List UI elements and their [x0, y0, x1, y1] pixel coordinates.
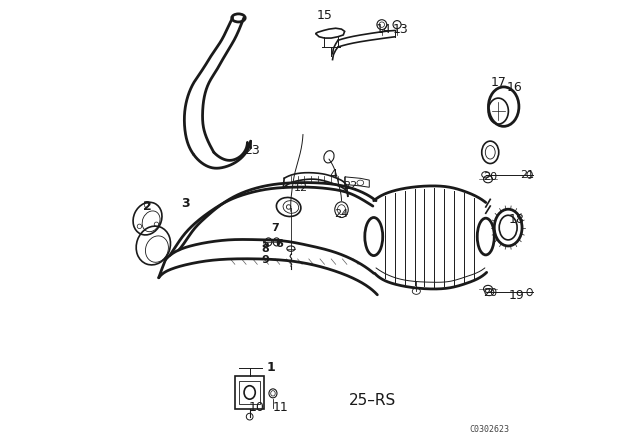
- Text: 9: 9: [261, 255, 269, 265]
- Text: 20: 20: [483, 289, 497, 298]
- Text: 12: 12: [294, 183, 308, 193]
- Text: 20: 20: [483, 172, 497, 182]
- Text: 6: 6: [276, 239, 284, 249]
- Text: 18: 18: [508, 213, 524, 226]
- Text: 2: 2: [143, 199, 152, 213]
- Text: 7: 7: [271, 224, 279, 233]
- Text: 11: 11: [273, 401, 289, 414]
- Text: 10: 10: [248, 401, 264, 414]
- Text: C0302623: C0302623: [469, 425, 509, 434]
- Text: 16: 16: [507, 81, 523, 94]
- Text: 5: 5: [262, 239, 269, 249]
- Ellipse shape: [287, 205, 291, 209]
- Text: 14: 14: [376, 22, 392, 36]
- Text: 17: 17: [490, 76, 506, 90]
- Text: 19: 19: [508, 289, 524, 302]
- Text: 1: 1: [266, 361, 275, 374]
- Text: 4: 4: [330, 168, 337, 181]
- Text: 15: 15: [317, 9, 332, 22]
- Text: 25–RS: 25–RS: [349, 392, 397, 408]
- Text: 22: 22: [343, 181, 358, 191]
- Text: 8: 8: [262, 244, 269, 254]
- Text: 21: 21: [520, 170, 534, 180]
- Text: 13: 13: [393, 22, 408, 36]
- Text: 23: 23: [244, 143, 260, 157]
- Text: 3: 3: [181, 197, 190, 211]
- Text: 24: 24: [334, 209, 349, 219]
